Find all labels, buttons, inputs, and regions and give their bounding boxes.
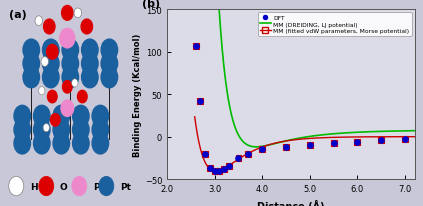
Circle shape	[53, 133, 69, 154]
Circle shape	[82, 54, 98, 75]
Point	[197, 100, 204, 103]
Circle shape	[92, 119, 109, 141]
Circle shape	[77, 91, 87, 103]
Text: (b): (b)	[142, 0, 160, 9]
Circle shape	[14, 106, 30, 127]
Point	[401, 138, 408, 141]
Point	[197, 100, 204, 103]
Point	[192, 45, 199, 48]
Circle shape	[35, 17, 43, 26]
Circle shape	[72, 177, 87, 196]
Circle shape	[41, 57, 49, 67]
Point	[259, 148, 266, 151]
Circle shape	[101, 67, 118, 88]
Circle shape	[82, 67, 98, 88]
Circle shape	[9, 177, 24, 196]
Circle shape	[71, 80, 78, 88]
Point	[244, 152, 251, 156]
Circle shape	[62, 40, 79, 61]
Point	[354, 140, 361, 144]
Text: (a): (a)	[9, 10, 27, 20]
Point	[225, 165, 232, 168]
Circle shape	[43, 40, 59, 61]
Point	[244, 152, 251, 156]
Text: Pt: Pt	[120, 182, 131, 191]
Circle shape	[50, 114, 60, 126]
Circle shape	[62, 54, 79, 75]
Point	[206, 167, 213, 170]
Point	[221, 167, 228, 171]
Point	[401, 138, 408, 141]
Point	[283, 145, 289, 149]
Circle shape	[38, 87, 45, 95]
Circle shape	[43, 67, 59, 88]
Point	[211, 169, 218, 172]
Point	[192, 45, 199, 48]
Circle shape	[62, 67, 79, 88]
Point	[216, 169, 223, 172]
Circle shape	[63, 81, 72, 94]
Point	[283, 145, 289, 149]
Circle shape	[82, 40, 98, 61]
Legend: DFT, MM (DREIDING, LJ potential), MM (fitted vdW parameters, Morse potential): DFT, MM (DREIDING, LJ potential), MM (fi…	[258, 13, 412, 36]
Circle shape	[33, 119, 50, 141]
Circle shape	[14, 119, 30, 141]
Circle shape	[39, 177, 54, 196]
Point	[202, 152, 209, 156]
Circle shape	[74, 9, 82, 19]
Circle shape	[33, 106, 50, 127]
Point	[225, 165, 232, 168]
Point	[378, 139, 385, 142]
Y-axis label: Binding Energy (Kcal/mol): Binding Energy (Kcal/mol)	[133, 33, 142, 156]
Circle shape	[47, 91, 57, 103]
Point	[221, 167, 228, 171]
Text: O: O	[60, 182, 68, 191]
Point	[206, 167, 213, 170]
Circle shape	[43, 54, 59, 75]
Circle shape	[14, 133, 30, 154]
Point	[330, 142, 337, 145]
Circle shape	[73, 106, 89, 127]
Circle shape	[73, 133, 89, 154]
Circle shape	[23, 67, 39, 88]
Circle shape	[60, 29, 75, 49]
X-axis label: Distance (Å): Distance (Å)	[257, 199, 324, 206]
Circle shape	[53, 119, 69, 141]
Circle shape	[62, 6, 73, 21]
Circle shape	[44, 20, 55, 35]
Point	[211, 169, 218, 172]
Point	[235, 157, 242, 160]
Point	[378, 139, 385, 142]
Circle shape	[23, 54, 39, 75]
Point	[306, 144, 313, 147]
Circle shape	[92, 106, 109, 127]
Circle shape	[81, 20, 93, 35]
Point	[202, 152, 209, 156]
Circle shape	[101, 40, 118, 61]
Circle shape	[53, 106, 69, 127]
Circle shape	[92, 133, 109, 154]
Text: P: P	[93, 182, 99, 191]
Point	[330, 142, 337, 145]
Point	[354, 140, 361, 144]
Point	[259, 148, 266, 151]
Circle shape	[61, 101, 74, 117]
Circle shape	[101, 54, 118, 75]
Circle shape	[43, 124, 49, 132]
Point	[216, 169, 223, 172]
Circle shape	[73, 119, 89, 141]
Point	[235, 157, 242, 160]
Text: H: H	[30, 182, 37, 191]
Circle shape	[47, 45, 58, 60]
Circle shape	[23, 40, 39, 61]
Point	[306, 144, 313, 147]
Circle shape	[33, 133, 50, 154]
Circle shape	[99, 177, 114, 196]
